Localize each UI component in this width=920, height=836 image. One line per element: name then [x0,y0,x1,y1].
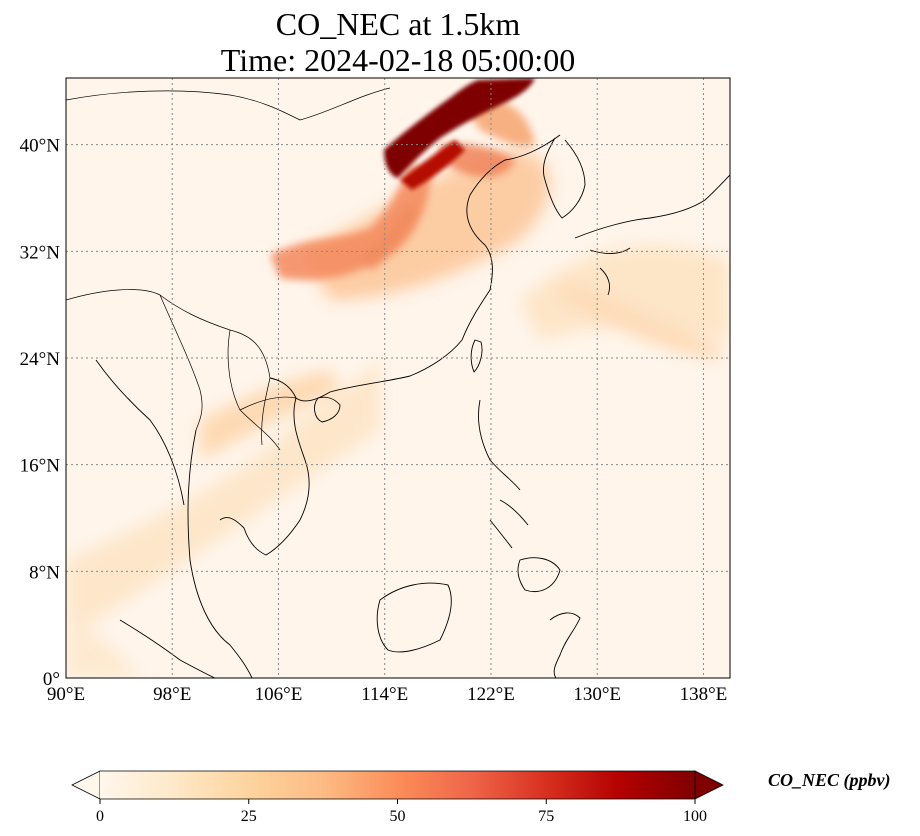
colorbar-tick-label: 75 [538,808,554,825]
colorbar-label: CO_NEC (ppbv) [768,770,891,790]
colorbar-tick-label: 50 [390,808,406,825]
lat-tick-label: 8°N [29,562,60,583]
colorbar-tick-label: 25 [241,808,257,825]
lon-tick-label: 138°E [680,684,728,705]
map-title: CO_NEC at 1.5km [275,6,521,42]
lon-tick-label: 106°E [255,684,303,705]
lon-tick-label: 90°E [47,684,85,705]
china-coastline [269,134,561,402]
lon-tick-label: 130°E [573,684,621,705]
myanmar-coast [95,359,185,506]
lat-tick-label: 16°N [20,456,61,477]
colorbar-tick-label: 0 [96,808,104,825]
colorbar-extend-min [71,770,101,800]
lat-tick-label: 0° [43,669,60,690]
lat-tick-label: 40°N [20,136,61,157]
lon-tick-label: 114°E [361,684,408,705]
colorbar-ticks: 0 25 50 75 100 [96,799,707,825]
sumatra [119,619,216,678]
colorbar-extend-max [694,770,724,800]
map-frame [65,77,731,679]
japan-islands [574,174,730,296]
indochina-coast [219,397,310,556]
malay-peninsula [187,429,253,678]
lat-tick-label: 24°N [20,349,61,370]
lon-tick-label: 98°E [153,684,191,705]
hainan [314,396,341,423]
coastlines [66,87,730,678]
colorbar-tick-label: 100 [683,808,707,825]
lon-tick-label: 122°E [467,684,515,705]
axis-tick-labels: 90°E 98°E 106°E 114°E 122°E 130°E 138°E 0° 8°N 16… [20,136,728,705]
map-subtitle-time: Time: 2024-02-18 05:00:00 [220,42,576,78]
korea-peninsula [543,137,586,219]
taiwan [470,339,483,373]
lat-tick-label: 32°N [20,242,61,263]
inland-borders [66,87,391,451]
philippines-visayas [489,499,529,549]
colorbar: 0 25 50 75 100 [71,770,724,825]
colorbar-gradient [100,771,695,799]
luzon [478,399,521,491]
sulawesi [549,612,581,678]
mindanao [517,557,561,592]
gridlines [66,78,730,678]
borneo [376,582,452,653]
